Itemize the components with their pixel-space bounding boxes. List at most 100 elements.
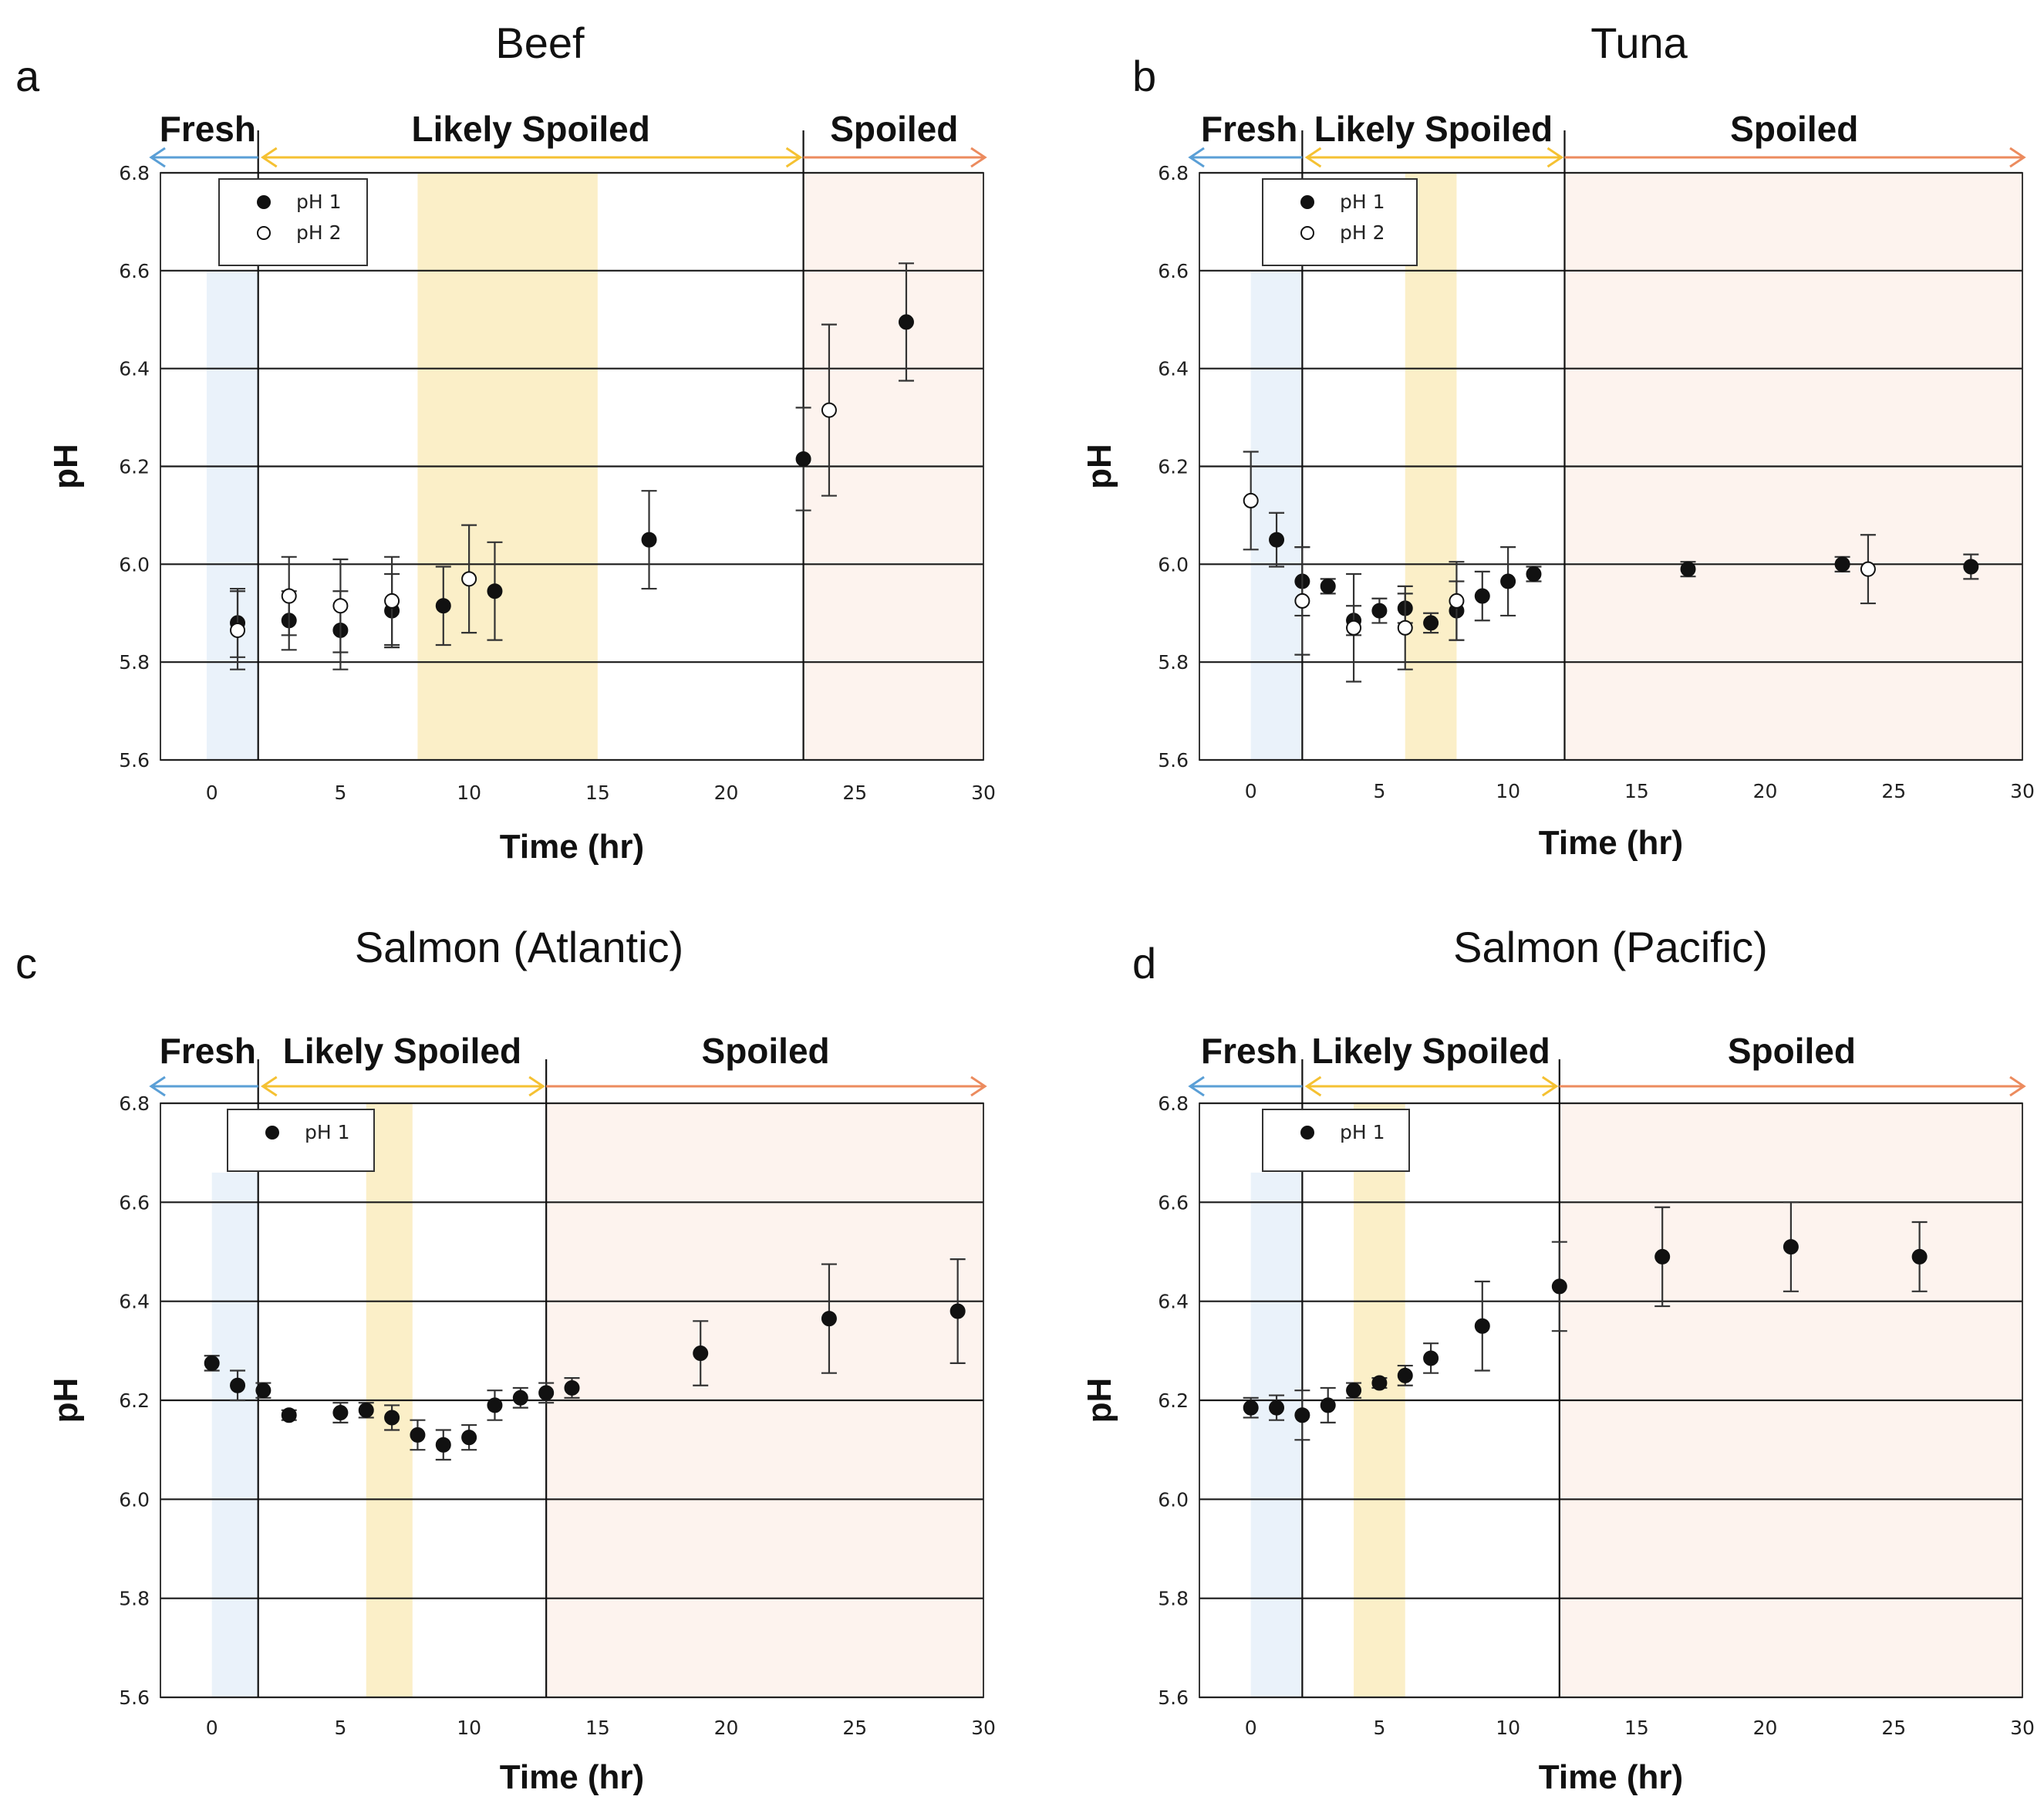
x-tick-label: 0 [206,782,218,804]
data-point [1834,556,1850,572]
legend-label: pH 1 [1340,1121,1385,1143]
data-point [1911,1248,1928,1265]
x-tick-label: 20 [1753,1717,1778,1739]
y-tick-label: 6.8 [119,162,150,184]
fresh-region [207,270,258,760]
series-ph-2 [1243,451,1876,683]
plot-frame [1199,172,2023,761]
data-point [693,1346,709,1362]
likely-spoiled-zone-label: Likely Spoiled [1311,1031,1550,1071]
x-tick-label: 0 [206,1717,218,1739]
data-point [435,1437,451,1453]
data-point [1346,1383,1362,1399]
likely-spoiled-arrow-head-left [1304,147,1322,168]
data-point [255,1383,272,1399]
y-tick-label: 6.8 [1158,1092,1189,1115]
plot-frame [1199,1102,2023,1698]
data-point [795,451,811,467]
y-tick-label: 6.8 [119,1092,150,1115]
x-axis-label: Time (hr) [500,828,644,866]
x-tick-label: 20 [714,782,739,804]
legend-marker [257,195,271,209]
fresh-region [1250,1172,1303,1697]
data-point [1371,1375,1388,1391]
y-tick-label: 5.8 [119,1588,150,1610]
y-tick-label: 6.2 [119,456,150,478]
legend: pH 1 [227,1109,375,1172]
x-tick-label: 25 [1881,780,1906,802]
data-point [1346,620,1362,636]
y-tick-label: 5.6 [1158,749,1189,772]
y-tick-label: 6.6 [119,260,150,282]
data-point [1526,566,1542,582]
fresh-arrow-head [149,147,166,168]
y-axis-label: pH [1081,444,1118,489]
data-point [512,1389,528,1406]
x-tick-label: 20 [714,1717,739,1739]
y-tick-label: 6.4 [1158,1291,1189,1313]
panel-d: Salmon (Pacific) d 5.6 5.8 6.0 6.2 6.4 6.6 6.8 0 5… [1081,923,2035,1796]
data-point [230,622,246,638]
data-point [1423,615,1439,631]
data-point [641,532,657,548]
data-point [281,588,297,604]
data-point [1474,588,1490,604]
likely-spoiled-arrow-head-right [785,147,803,168]
panel-a: Beef a 5.6 5.8 6.0 6.2 6.4 6.6 6.8 0 5 10 15 20 25 30 Fr… [15,19,996,866]
x-tick-label: 20 [1753,780,1778,802]
y-tick-label: 6.6 [119,1191,150,1214]
spoiled-zone-label: Spoiled [1728,1031,1856,1071]
legend: pH 1 [1262,1109,1410,1172]
x-tick-label: 0 [1245,780,1257,802]
panel-letter: a [15,52,40,100]
x-tick-label: 0 [1245,1717,1257,1739]
fresh-arrow-head [1188,1075,1205,1097]
data-point [487,583,503,599]
plot-frame [160,172,984,761]
legend-marker [1300,1126,1314,1140]
likely-spoiled-arrow-head-left [261,1075,278,1097]
fresh-arrow-head [1188,147,1205,168]
likely-spoiled-arrow-head-right [1541,1075,1559,1097]
x-tick-label: 25 [842,782,867,804]
likely-spoiled-arrow-head-left [261,147,278,168]
panel-title: Salmon (Pacific) [1453,923,1768,971]
data-point [204,1355,220,1371]
y-tick-label: 6.2 [1158,1389,1189,1412]
data-point [410,1427,426,1443]
fresh-zone-label: Fresh [160,1031,256,1071]
data-point [564,1379,580,1396]
y-tick-label: 6.4 [119,1291,150,1313]
spoiled-arrow-head [970,1075,987,1097]
y-tick-label: 6.0 [119,1488,150,1511]
data-point [1294,1407,1310,1423]
x-tick-label: 15 [1624,780,1649,802]
y-axis-label: pH [47,1378,85,1423]
data-point [1551,1278,1567,1295]
legend-box [218,178,368,266]
x-tick-label: 30 [2010,780,2035,802]
data-point [358,1402,374,1418]
likely-spoiled-arrow-head-right [528,1075,545,1097]
data-point [461,571,477,587]
x-tick-label: 15 [1624,1717,1649,1739]
series-ph-1 [1243,1201,1928,1441]
legend-label: pH 1 [296,191,342,213]
data-point [1783,1239,1799,1255]
data-point [1423,1350,1439,1366]
panel-letter: b [1132,52,1156,100]
y-tick-label: 6.0 [1158,553,1189,576]
fresh-arrow-head [149,1075,166,1097]
y-tick-label: 6.4 [119,358,150,380]
data-point [949,1303,966,1319]
data-point [332,598,349,614]
panel-b: Tuna b 5.6 5.8 6.0 6.2 6.4 6.6 6.8 0 5 10 15 20 25 30 Fr… [1081,19,2035,862]
legend: pH 1 pH 2 [218,178,368,266]
data-point [1397,1367,1413,1383]
panel-title: Beef [495,19,585,67]
series-ph-1 [1269,512,1979,641]
data-point [1474,1318,1490,1334]
fresh-zone-label: Fresh [1201,109,1297,149]
x-tick-label: 10 [457,782,481,804]
data-point [384,1410,400,1426]
